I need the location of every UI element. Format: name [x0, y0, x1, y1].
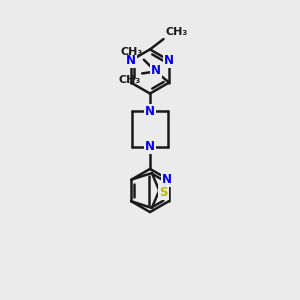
- Text: CH₃: CH₃: [166, 27, 188, 37]
- Text: N: N: [164, 54, 174, 67]
- Text: N: N: [145, 105, 155, 118]
- Text: CH₃: CH₃: [120, 47, 142, 57]
- Text: CH₃: CH₃: [119, 75, 141, 85]
- Text: N: N: [162, 173, 172, 186]
- Text: S: S: [159, 186, 168, 199]
- Text: N: N: [126, 54, 136, 67]
- Text: N: N: [151, 64, 160, 77]
- Text: N: N: [145, 140, 155, 153]
